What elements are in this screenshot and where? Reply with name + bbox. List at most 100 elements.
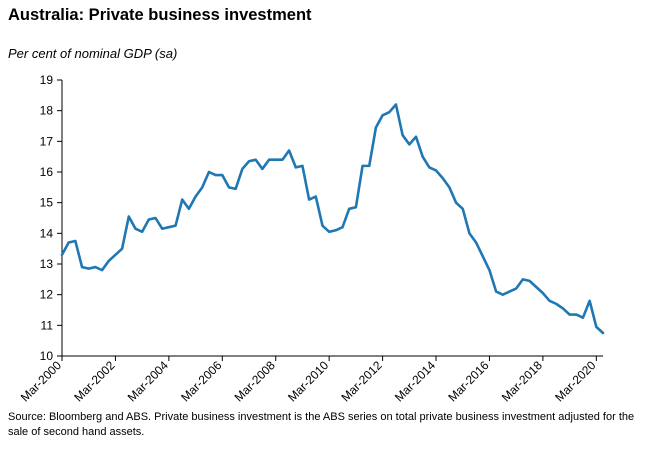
data-point (181, 198, 183, 200)
data-point (261, 168, 263, 170)
y-tick-label: 13 (40, 257, 54, 271)
x-tick-label: Mar-2006 (178, 358, 224, 404)
data-point (361, 165, 363, 167)
data-point (388, 111, 390, 113)
data-point (67, 241, 69, 243)
data-point (148, 218, 150, 220)
y-tick-label: 17 (40, 134, 54, 148)
data-point (101, 269, 103, 271)
data-point (288, 149, 290, 151)
y-tick-label: 15 (40, 196, 54, 210)
data-point (548, 300, 550, 302)
data-point (268, 159, 270, 161)
data-point (595, 326, 597, 328)
data-point (321, 224, 323, 226)
data-point (114, 254, 116, 256)
data-point (108, 260, 110, 262)
data-point (375, 126, 377, 128)
data-point (602, 332, 604, 334)
data-point (134, 228, 136, 230)
data-point (588, 300, 590, 302)
y-tick-label: 11 (41, 318, 54, 332)
data-point (355, 206, 357, 208)
data-point (508, 290, 510, 292)
data-point (94, 266, 96, 268)
y-tick-label: 14 (40, 226, 54, 240)
data-point (408, 143, 410, 145)
series-line (60, 103, 605, 335)
data-point (475, 241, 477, 243)
y-tick-label: 10 (40, 349, 54, 363)
data-point (522, 278, 524, 280)
data-point (241, 168, 243, 170)
x-tick-label: Mar-2016 (445, 358, 491, 404)
data-point (448, 186, 450, 188)
data-point (328, 231, 330, 233)
data-point (562, 307, 564, 309)
data-point (201, 186, 203, 188)
data-point (515, 287, 517, 289)
data-point (301, 165, 303, 167)
data-point (568, 313, 570, 315)
data-point (154, 217, 156, 219)
data-point (221, 174, 223, 176)
y-tick-label: 18 (40, 104, 54, 118)
data-point (275, 159, 277, 161)
data-point (495, 290, 497, 292)
data-point (254, 159, 256, 161)
x-tick-label: Mar-2018 (499, 358, 545, 404)
x-tick-label: Mar-2004 (125, 358, 171, 404)
data-point (415, 136, 417, 138)
data-point (502, 293, 504, 295)
data-point (421, 155, 423, 157)
data-point (435, 169, 437, 171)
data-point (228, 186, 230, 188)
data-point (208, 171, 210, 173)
x-tick-label: Mar-2010 (285, 358, 331, 404)
data-point (381, 114, 383, 116)
data-point (61, 254, 63, 256)
data-point (295, 166, 297, 168)
data-point (488, 269, 490, 271)
x-tick-label: Mar-2002 (71, 358, 117, 404)
data-point (528, 280, 530, 282)
data-point (535, 286, 537, 288)
y-tick-label: 16 (40, 165, 54, 179)
source-note: Source: Bloomberg and ABS. Private busin… (8, 411, 635, 438)
data-point (368, 165, 370, 167)
data-point (582, 316, 584, 318)
data-point (401, 134, 403, 136)
data-point (188, 208, 190, 210)
data-point (281, 159, 283, 161)
data-point (88, 267, 90, 269)
data-point (395, 103, 397, 105)
data-point (214, 174, 216, 176)
data-point (74, 240, 76, 242)
data-point (428, 166, 430, 168)
data-point (81, 266, 83, 268)
x-tick-label: Mar-2020 (552, 358, 598, 404)
data-point (455, 201, 457, 203)
data-point (335, 229, 337, 231)
data-point (141, 231, 143, 233)
data-point (174, 224, 176, 226)
data-point (542, 292, 544, 294)
data-point (121, 247, 123, 249)
data-point (348, 208, 350, 210)
data-point (442, 177, 444, 179)
data-point (234, 188, 236, 190)
data-point (468, 232, 470, 234)
data-point (194, 195, 196, 197)
x-tick-label: Mar-2014 (392, 358, 438, 404)
data-point (341, 226, 343, 228)
data-point (462, 208, 464, 210)
x-tick-label: Mar-2008 (232, 358, 278, 404)
x-tick-label: Mar-2000 (18, 358, 64, 404)
x-tick-label: Mar-2012 (338, 358, 384, 404)
data-point (248, 160, 250, 162)
data-point (482, 255, 484, 257)
data-point (555, 303, 557, 305)
data-point (315, 195, 317, 197)
data-point (161, 228, 163, 230)
data-point (575, 313, 577, 315)
